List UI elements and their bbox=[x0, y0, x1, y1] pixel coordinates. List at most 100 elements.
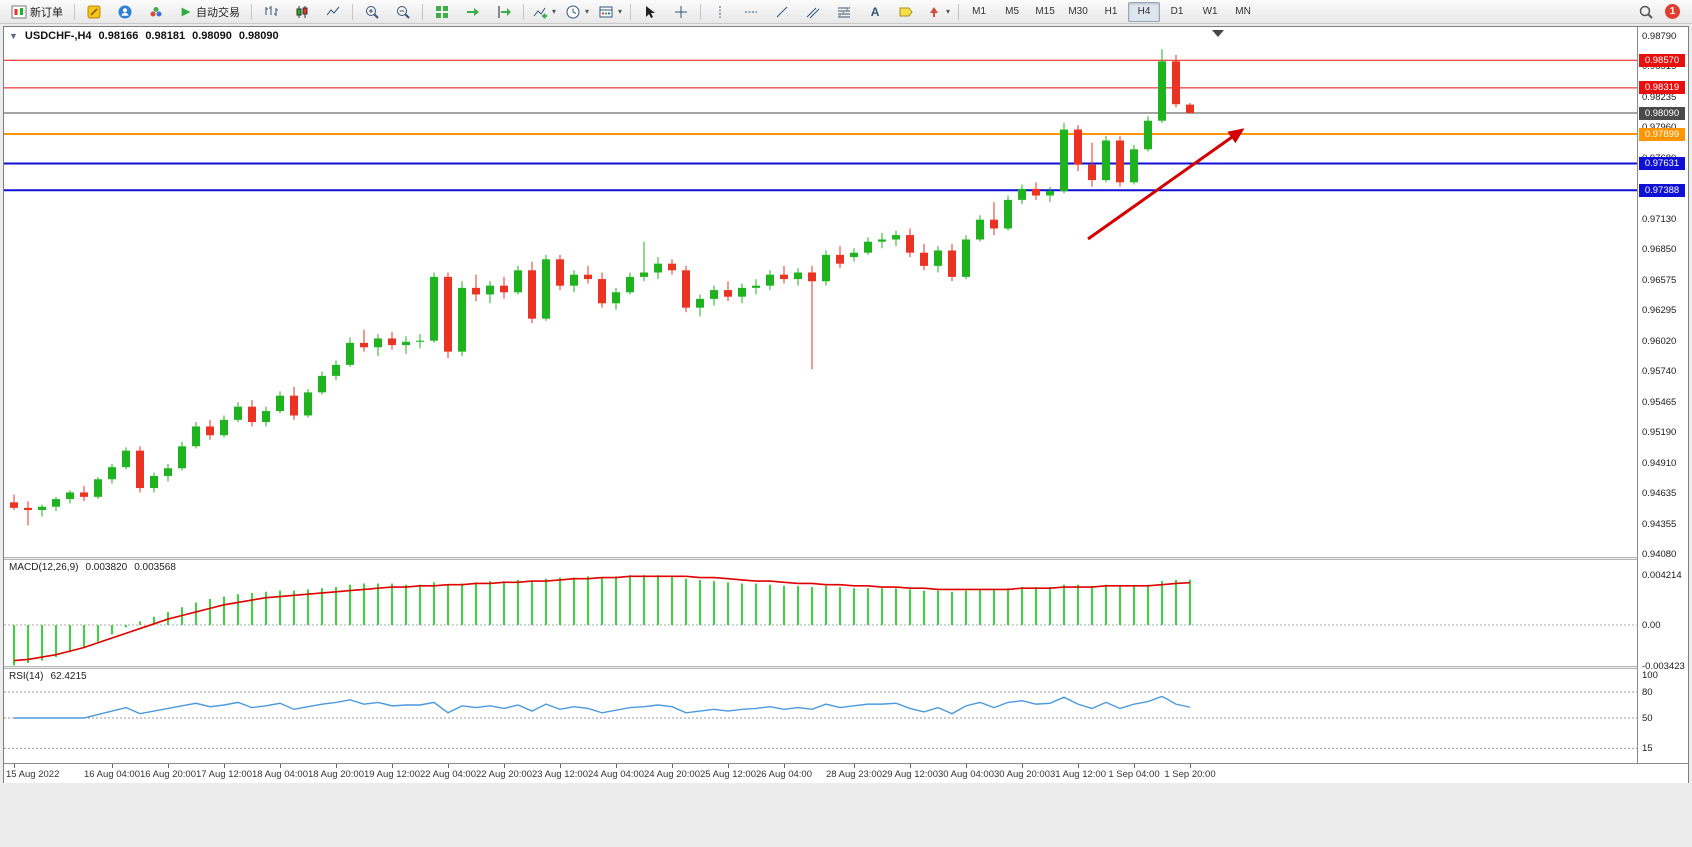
tf-button-h4[interactable]: H4 bbox=[1128, 1, 1161, 22]
chart-shift-marker[interactable] bbox=[1212, 30, 1224, 37]
price-axis-label: 0.96575 bbox=[1642, 274, 1677, 286]
time-axis-label: 16 Aug 20:00 bbox=[140, 769, 196, 780]
price-tag: 0.97899 bbox=[1639, 127, 1685, 141]
time-axis-tick bbox=[672, 764, 673, 768]
metaeditor-icon bbox=[87, 5, 101, 18]
candle bbox=[486, 281, 494, 304]
time-axis-tick bbox=[168, 764, 169, 768]
chart-shift-button[interactable] bbox=[489, 1, 519, 23]
indicators-button[interactable]: ▾ bbox=[528, 1, 560, 23]
tf-button-m30[interactable]: M30 bbox=[1068, 6, 1088, 17]
candle bbox=[500, 276, 508, 299]
candle bbox=[766, 270, 774, 291]
candle bbox=[206, 419, 214, 440]
crosshair-icon bbox=[675, 5, 688, 18]
candle bbox=[1018, 184, 1026, 205]
one-click-trading-arrow-icon[interactable]: ▼ bbox=[9, 31, 18, 41]
time-axis-label: 25 Aug 12:00 bbox=[700, 769, 756, 780]
price-chart-panel[interactable]: ▼ USDCHF-,H4 0.98166 0.98181 0.98090 0.9… bbox=[4, 27, 1638, 557]
toolbar-separator bbox=[352, 3, 353, 20]
tf-button-m5[interactable]: M5 bbox=[1005, 6, 1020, 17]
auto-trading-button[interactable]: 自动交易 bbox=[172, 1, 247, 23]
metaeditor-button[interactable] bbox=[79, 1, 109, 23]
templates-button[interactable]: ▾ bbox=[594, 1, 626, 23]
fibonacci-icon bbox=[837, 6, 851, 17]
macd-header: MACD(12,26,9) 0.003820 0.003568 bbox=[9, 562, 176, 573]
low-value: 0.98090 bbox=[192, 30, 232, 42]
community-button[interactable] bbox=[110, 1, 140, 23]
text-tool-button[interactable]: A bbox=[860, 1, 890, 23]
candlestick-chart-button[interactable] bbox=[287, 1, 317, 23]
line-chart-button[interactable] bbox=[318, 1, 348, 23]
candle bbox=[150, 472, 158, 493]
time-axis-label: 29 Aug 12:00 bbox=[882, 769, 938, 780]
candle bbox=[948, 243, 956, 282]
bar-chart-button[interactable] bbox=[256, 1, 286, 23]
time-axis-label: 24 Aug 20:00 bbox=[644, 769, 700, 780]
horizontal-line-button[interactable] bbox=[736, 1, 766, 23]
candle bbox=[1116, 136, 1124, 187]
services-icon bbox=[150, 6, 162, 16]
auto-scroll-button[interactable] bbox=[458, 1, 488, 23]
tf-button-d1[interactable]: D1 bbox=[1170, 6, 1184, 17]
candle bbox=[724, 281, 732, 302]
candle bbox=[738, 283, 746, 304]
search-button[interactable] bbox=[1631, 1, 1661, 23]
candle bbox=[374, 334, 382, 357]
candle bbox=[682, 265, 690, 313]
label-tool-button[interactable] bbox=[891, 1, 921, 23]
crosshair-button[interactable] bbox=[666, 1, 696, 23]
fibonacci-button[interactable] bbox=[829, 1, 859, 23]
trendline-button[interactable] bbox=[767, 1, 797, 23]
chart-info: ▼ USDCHF-,H4 0.98166 0.98181 0.98090 0.9… bbox=[9, 30, 279, 42]
panel-splitter[interactable] bbox=[4, 557, 1688, 560]
candle bbox=[290, 386, 298, 420]
time-axis-tick bbox=[1078, 764, 1079, 768]
tile-windows-button[interactable] bbox=[427, 1, 457, 23]
candle bbox=[360, 329, 368, 352]
tf-button-mn[interactable]: MN bbox=[1235, 6, 1251, 17]
price-axis[interactable]: 0.987900.985150.982350.979600.976800.974… bbox=[1637, 27, 1688, 763]
zoom-in-button[interactable] bbox=[357, 1, 387, 23]
toolbar-separator bbox=[422, 3, 423, 20]
candle bbox=[808, 265, 816, 370]
tf-button-m15[interactable]: M15 bbox=[1035, 6, 1055, 17]
time-axis-tick bbox=[1190, 764, 1191, 768]
candle bbox=[528, 261, 536, 324]
channel-button[interactable] bbox=[798, 1, 828, 23]
macd-panel[interactable]: MACD(12,26,9) 0.003820 0.003568 bbox=[4, 560, 1638, 666]
candle bbox=[976, 215, 984, 242]
panel-splitter[interactable] bbox=[4, 666, 1688, 669]
horizontal-line-icon bbox=[745, 11, 758, 12]
periods-button[interactable]: ▾ bbox=[561, 1, 593, 23]
candle bbox=[318, 371, 326, 395]
time-axis-label: 30 Aug 20:00 bbox=[994, 769, 1050, 780]
vertical-line-button[interactable] bbox=[705, 1, 735, 23]
candlestick-chart[interactable] bbox=[4, 27, 1638, 557]
time-axis-tick bbox=[1134, 764, 1135, 768]
community-icon bbox=[118, 5, 132, 18]
indicators-icon bbox=[533, 7, 547, 18]
arrows-tool-button[interactable]: ▾ bbox=[922, 1, 954, 23]
notification-badge[interactable]: 1 bbox=[1665, 4, 1680, 19]
tf-button-w1[interactable]: W1 bbox=[1202, 6, 1218, 17]
candle bbox=[1102, 136, 1110, 183]
time-axis-tick bbox=[392, 764, 393, 768]
time-axis-tick bbox=[784, 764, 785, 768]
new-order-button[interactable]: 新订单 bbox=[4, 1, 70, 23]
cursor-button[interactable] bbox=[635, 1, 665, 23]
services-button[interactable] bbox=[141, 1, 171, 23]
tf-button-m1[interactable]: M1 bbox=[972, 6, 987, 17]
candle bbox=[1186, 102, 1194, 114]
macd-axis-label: 0.004214 bbox=[1642, 570, 1682, 581]
time-axis-tick bbox=[336, 764, 337, 768]
rsi-line bbox=[14, 695, 1191, 719]
chevron-down-icon: ▾ bbox=[946, 7, 951, 16]
candle bbox=[388, 331, 396, 350]
toolbar-separator bbox=[251, 3, 252, 20]
zoom-out-button[interactable] bbox=[388, 1, 418, 23]
tf-button-h1[interactable]: H1 bbox=[1104, 6, 1118, 17]
rsi-panel[interactable]: RSI(14) 62.4215 bbox=[4, 669, 1638, 763]
time-axis[interactable]: 15 Aug 2022 16 Aug 04:00 16 Aug 20:00 17 Au… bbox=[4, 763, 1688, 783]
trend-arrow-object[interactable] bbox=[1087, 128, 1245, 241]
